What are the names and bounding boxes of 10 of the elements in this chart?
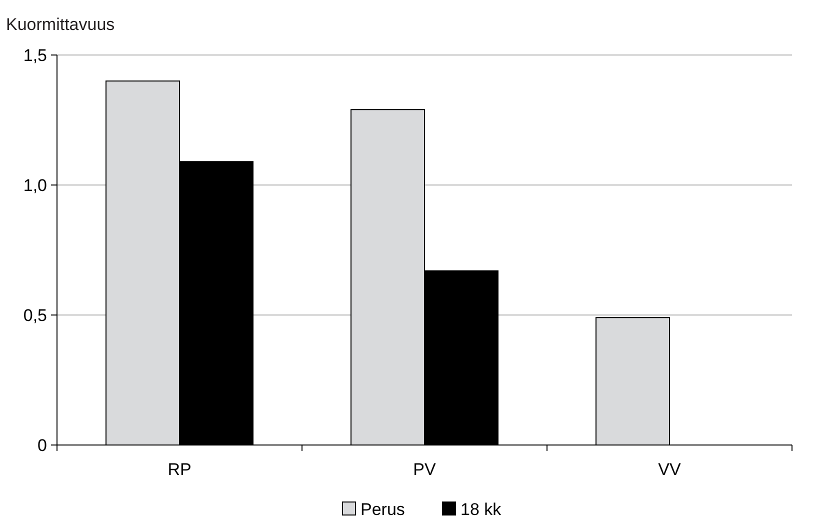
x-tick-label: VV bbox=[658, 460, 682, 479]
y-tick-label: 1,0 bbox=[23, 176, 47, 195]
y-axis-title: Kuormittavuus bbox=[6, 15, 115, 34]
x-tick-label: PV bbox=[413, 460, 436, 479]
x-tick-label: RP bbox=[168, 460, 192, 479]
y-tick-label: 1,5 bbox=[23, 46, 47, 65]
y-tick-label: 0 bbox=[38, 436, 47, 455]
legend-label: 18 kk bbox=[460, 500, 502, 519]
legend-label: Perus bbox=[360, 500, 405, 519]
y-tick-label: 0,5 bbox=[23, 306, 47, 325]
